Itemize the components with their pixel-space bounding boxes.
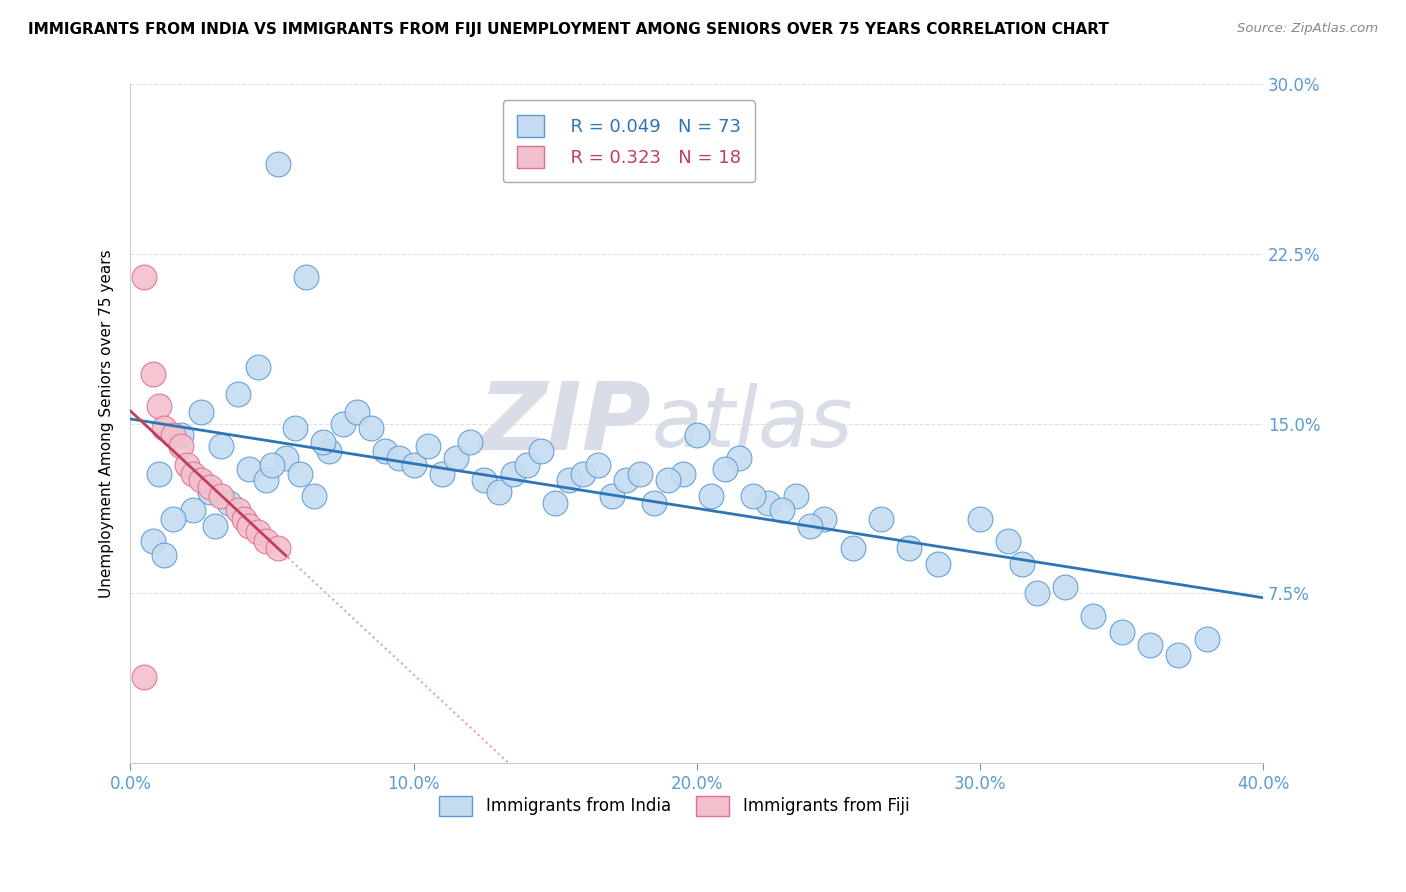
Point: [488, 484, 510, 499]
Point: [700, 489, 723, 503]
Point: [238, 462, 260, 476]
Point: [266, 541, 288, 556]
Point: [238, 518, 260, 533]
Point: [628, 467, 651, 481]
Point: [1011, 557, 1033, 571]
Point: [170, 439, 193, 453]
Point: [572, 467, 595, 481]
Point: [927, 557, 949, 571]
Point: [176, 458, 198, 472]
Point: [799, 518, 821, 533]
Point: [586, 458, 609, 472]
Point: [1195, 632, 1218, 646]
Point: [643, 496, 665, 510]
Point: [671, 467, 693, 481]
Point: [1025, 586, 1047, 600]
Point: [246, 360, 269, 375]
Point: [1111, 624, 1133, 639]
Point: [190, 405, 212, 419]
Point: [388, 450, 411, 465]
Point: [209, 489, 232, 503]
Point: [600, 489, 623, 503]
Point: [346, 405, 368, 419]
Point: [266, 156, 288, 170]
Point: [1083, 609, 1105, 624]
Point: [614, 474, 637, 488]
Text: ZIP: ZIP: [478, 378, 651, 470]
Point: [657, 474, 679, 488]
Point: [260, 458, 283, 472]
Point: [1053, 580, 1076, 594]
Point: [134, 269, 156, 284]
Point: [162, 428, 184, 442]
Point: [969, 512, 991, 526]
Point: [402, 458, 425, 472]
Point: [232, 512, 254, 526]
Point: [204, 518, 226, 533]
Point: [714, 462, 737, 476]
Point: [254, 474, 277, 488]
Text: atlas: atlas: [651, 384, 853, 464]
Point: [813, 512, 835, 526]
Y-axis label: Unemployment Among Seniors over 75 years: Unemployment Among Seniors over 75 years: [100, 250, 114, 599]
Point: [142, 367, 165, 381]
Point: [134, 670, 156, 684]
Point: [274, 450, 297, 465]
Point: [374, 444, 396, 458]
Point: [430, 467, 453, 481]
Point: [170, 428, 193, 442]
Point: [558, 474, 581, 488]
Point: [312, 434, 335, 449]
Point: [153, 548, 176, 562]
Point: [785, 489, 807, 503]
Point: [870, 512, 893, 526]
Point: [728, 450, 751, 465]
Point: [1167, 648, 1189, 662]
Point: [898, 541, 921, 556]
Legend: Immigrants from India, Immigrants from Fiji: Immigrants from India, Immigrants from F…: [433, 789, 915, 822]
Point: [444, 450, 467, 465]
Point: [416, 439, 439, 453]
Point: [254, 534, 277, 549]
Point: [516, 458, 538, 472]
Point: [162, 512, 184, 526]
Point: [360, 421, 382, 435]
Point: [153, 421, 176, 435]
Point: [686, 428, 709, 442]
Point: [841, 541, 863, 556]
Point: [209, 439, 232, 453]
Point: [756, 496, 779, 510]
Point: [226, 387, 249, 401]
Point: [742, 489, 765, 503]
Point: [472, 474, 495, 488]
Text: IMMIGRANTS FROM INDIA VS IMMIGRANTS FROM FIJI UNEMPLOYMENT AMONG SENIORS OVER 75: IMMIGRANTS FROM INDIA VS IMMIGRANTS FROM…: [28, 22, 1109, 37]
Point: [198, 484, 221, 499]
Point: [770, 502, 793, 516]
Point: [458, 434, 481, 449]
Point: [148, 399, 170, 413]
Point: [198, 480, 221, 494]
Point: [290, 467, 312, 481]
Point: [181, 502, 204, 516]
Point: [530, 444, 553, 458]
Point: [142, 534, 165, 549]
Point: [148, 467, 170, 481]
Point: [544, 496, 567, 510]
Text: Source: ZipAtlas.com: Source: ZipAtlas.com: [1237, 22, 1378, 36]
Point: [226, 502, 249, 516]
Point: [284, 421, 307, 435]
Point: [295, 269, 318, 284]
Point: [1139, 639, 1161, 653]
Point: [218, 496, 240, 510]
Point: [332, 417, 354, 431]
Point: [997, 534, 1019, 549]
Point: [190, 474, 212, 488]
Point: [304, 489, 326, 503]
Point: [246, 525, 269, 540]
Point: [318, 444, 340, 458]
Point: [502, 467, 524, 481]
Point: [181, 467, 204, 481]
